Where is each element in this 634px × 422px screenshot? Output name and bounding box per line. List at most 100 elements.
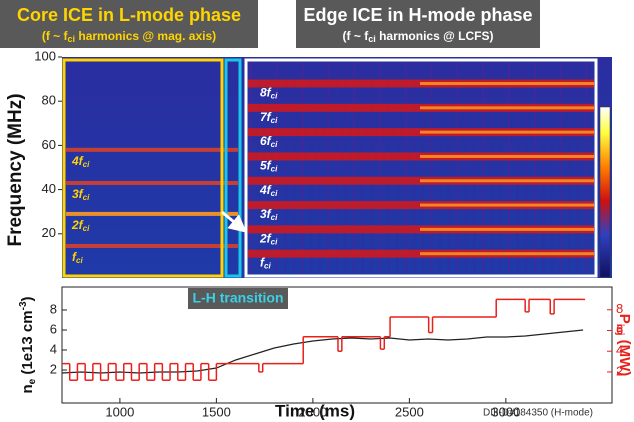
- y2-tick-label: 6: [616, 322, 623, 337]
- title-box: [0, 0, 258, 48]
- label-part: 4f: [259, 183, 272, 197]
- harmonic-core: [420, 203, 594, 207]
- colorbar: [599, 106, 611, 278]
- texture: [404, 60, 407, 275]
- label-sub: ci: [271, 189, 278, 198]
- subtitle-sub: ci: [368, 34, 376, 44]
- core-box: [62, 58, 224, 278]
- label-part: 6f: [260, 134, 272, 148]
- x-tick-label: 2000: [298, 404, 327, 419]
- texture: [318, 60, 321, 275]
- texture: [559, 60, 562, 275]
- texture: [250, 60, 252, 275]
- label-part: (1e13 cm: [19, 310, 36, 378]
- y-tick-label: 40: [42, 181, 56, 196]
- texture: [533, 60, 536, 275]
- texture: [310, 60, 313, 275]
- y2-tick-label: 8: [616, 301, 623, 316]
- arrow: [221, 210, 247, 233]
- texture: [379, 60, 381, 275]
- label-part: 2f: [259, 232, 272, 246]
- subtitle-part: harmonics @ LCFS): [376, 29, 494, 43]
- texture: [447, 60, 450, 275]
- texture: [482, 60, 485, 275]
- texture: [413, 60, 416, 275]
- texture: [258, 60, 261, 275]
- title: Core ICE in L-mode phase: [17, 5, 241, 25]
- harmonic-label: 2fci: [71, 218, 90, 233]
- y-tick-label: 6: [50, 321, 57, 336]
- x-axis-label: Time (ms): [275, 401, 355, 420]
- harmonic-label: fci: [260, 256, 271, 271]
- texture: [456, 60, 459, 275]
- label-sub: ci: [83, 193, 90, 202]
- texture: [576, 60, 579, 275]
- subtitle: (f ~ fci harmonics @ LCFS): [343, 29, 494, 44]
- label-part: 4f: [71, 154, 84, 168]
- label-sub: ci: [271, 92, 278, 101]
- harmonic-core: [420, 106, 594, 110]
- texture: [568, 60, 571, 275]
- harmonic-band: [66, 147, 238, 152]
- x-tick-label: 1500: [202, 404, 231, 419]
- x-tick-label: 1000: [105, 404, 134, 419]
- texture: [301, 60, 304, 275]
- texture: [387, 60, 390, 275]
- label-part: 3f: [260, 207, 272, 221]
- texture: [551, 60, 553, 275]
- label-sub: ci: [271, 237, 278, 246]
- label-sub: ci: [264, 262, 271, 271]
- y-tick-label: 80: [42, 93, 56, 108]
- label-part: 7f: [260, 110, 272, 124]
- harmonic-core: [420, 227, 594, 231]
- texture: [473, 60, 476, 275]
- label-part: ): [19, 296, 36, 301]
- harmonic-core: [420, 154, 594, 158]
- texture: [293, 60, 295, 275]
- label-sub: ci: [271, 140, 278, 149]
- harmonic-band: [66, 180, 238, 185]
- texture: [490, 60, 493, 275]
- harmonic-label: 5fci: [260, 159, 278, 174]
- label-part: P: [616, 314, 633, 324]
- y2-tick-label: 2: [616, 363, 623, 378]
- subtitle-part: harmonics @ mag. axis): [75, 29, 216, 43]
- harmonic-label: 3fci: [260, 207, 278, 222]
- y2-tick-label: 4: [616, 343, 623, 358]
- texture: [542, 60, 545, 275]
- texture: [284, 60, 287, 275]
- harmonic-core: [420, 82, 594, 86]
- label-sub: inj: [614, 324, 625, 336]
- texture: [370, 60, 373, 275]
- subtitle-part: (f ~ f: [42, 29, 69, 43]
- label-part: n: [19, 384, 36, 393]
- transition-box: [224, 58, 242, 278]
- y-axis-label: Frequency (MHz): [5, 93, 26, 246]
- edge-box: [244, 58, 598, 278]
- texture: [353, 60, 356, 275]
- y-tick-label: 20: [42, 225, 56, 240]
- y2-axis-label: Pinj (MW): [614, 314, 633, 377]
- subtitle-sub: ci: [68, 34, 76, 44]
- label-part: (MW): [616, 335, 633, 376]
- texture: [439, 60, 442, 275]
- y-tick-label: 8: [50, 301, 57, 316]
- label-part: 8f: [260, 86, 272, 100]
- harmonic-label: 4fci: [71, 154, 90, 169]
- label-sub: ci: [83, 224, 90, 233]
- annotation-box: [188, 288, 288, 309]
- harmonic-band: [66, 211, 238, 216]
- texture: [361, 60, 364, 275]
- label-part: f: [72, 250, 77, 264]
- annotation: L-H transition: [193, 290, 284, 306]
- harmonic-label: 8fci: [260, 86, 278, 101]
- texture: [336, 60, 338, 275]
- x-tick-label: 2500: [395, 404, 424, 419]
- label-sub: e: [27, 378, 38, 384]
- texture: [465, 60, 467, 275]
- harmonic-label: 7fci: [260, 110, 278, 125]
- harmonic-core: [420, 179, 594, 183]
- texture: [499, 60, 502, 275]
- y-tick-label: 100: [34, 48, 56, 63]
